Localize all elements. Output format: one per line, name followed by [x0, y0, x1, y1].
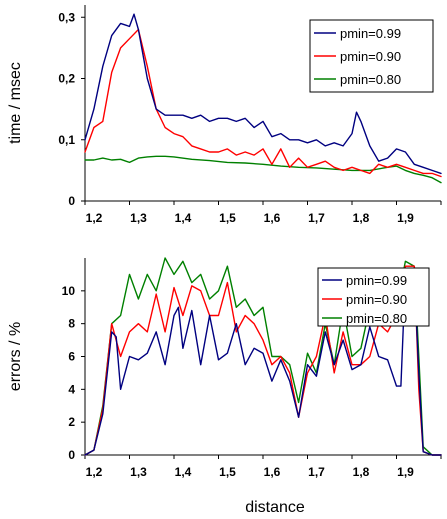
- legend-label: pmin=0.99: [346, 273, 407, 288]
- x-tick-label: 1,5: [219, 211, 236, 225]
- legend-label: pmin=0.90: [340, 49, 401, 64]
- x-tick-label: 1,9: [397, 211, 414, 225]
- y-tick-label: 6: [68, 350, 75, 364]
- legend-label: pmin=0.80: [340, 72, 401, 87]
- series-line-pmin=0.90: [84, 265, 442, 456]
- y-tick-label: 4: [68, 382, 75, 396]
- series-line-pmin=0.99: [84, 13, 442, 175]
- x-tick-label: 1,8: [353, 211, 370, 225]
- y-tick-label: 8: [68, 317, 75, 331]
- time-chart: 00,10,20,31,21,31,41,51,61,71,81,92time …: [7, 5, 447, 225]
- x-tick-label: 1,3: [130, 211, 147, 225]
- x-tick-label: 1,7: [308, 211, 325, 225]
- y-tick-label: 0,2: [58, 72, 75, 86]
- y-tick-label: 0: [68, 448, 75, 462]
- y-tick-label: 10: [62, 284, 76, 298]
- x-tick-label: 1,2: [86, 465, 103, 479]
- x-tick-label: 1,9: [397, 465, 414, 479]
- y-tick-label: 0: [68, 194, 75, 208]
- x-tick-label: 1,6: [264, 211, 281, 225]
- x-tick-label: 1,5: [219, 465, 236, 479]
- x-tick-label: 1,4: [175, 465, 192, 479]
- x-tick-label: 1,2: [86, 211, 103, 225]
- series-line-pmin=0.90: [84, 28, 442, 178]
- series-line-pmin=0.99: [84, 273, 442, 456]
- x-tick-label: 1,6: [264, 465, 281, 479]
- series-line-pmin=0.80: [84, 155, 442, 184]
- y-axis-label: time / msec: [7, 62, 24, 144]
- x-tick-label: 1,8: [353, 465, 370, 479]
- legend-box: [317, 267, 430, 327]
- legend-label: pmin=0.80: [346, 311, 407, 326]
- x-tick-label: 1,7: [308, 465, 325, 479]
- legend-label: pmin=0.99: [340, 26, 401, 41]
- x-axis-label: distance: [245, 499, 305, 516]
- legend-label: pmin=0.90: [346, 292, 407, 307]
- x-tick-label: 1,3: [130, 465, 147, 479]
- y-tick-label: 0,1: [58, 133, 75, 147]
- y-tick-label: 2: [68, 415, 75, 429]
- y-tick-label: 0,3: [58, 10, 75, 24]
- x-tick-label: 1,4: [175, 211, 192, 225]
- y-axis-label: errors / %: [7, 322, 24, 391]
